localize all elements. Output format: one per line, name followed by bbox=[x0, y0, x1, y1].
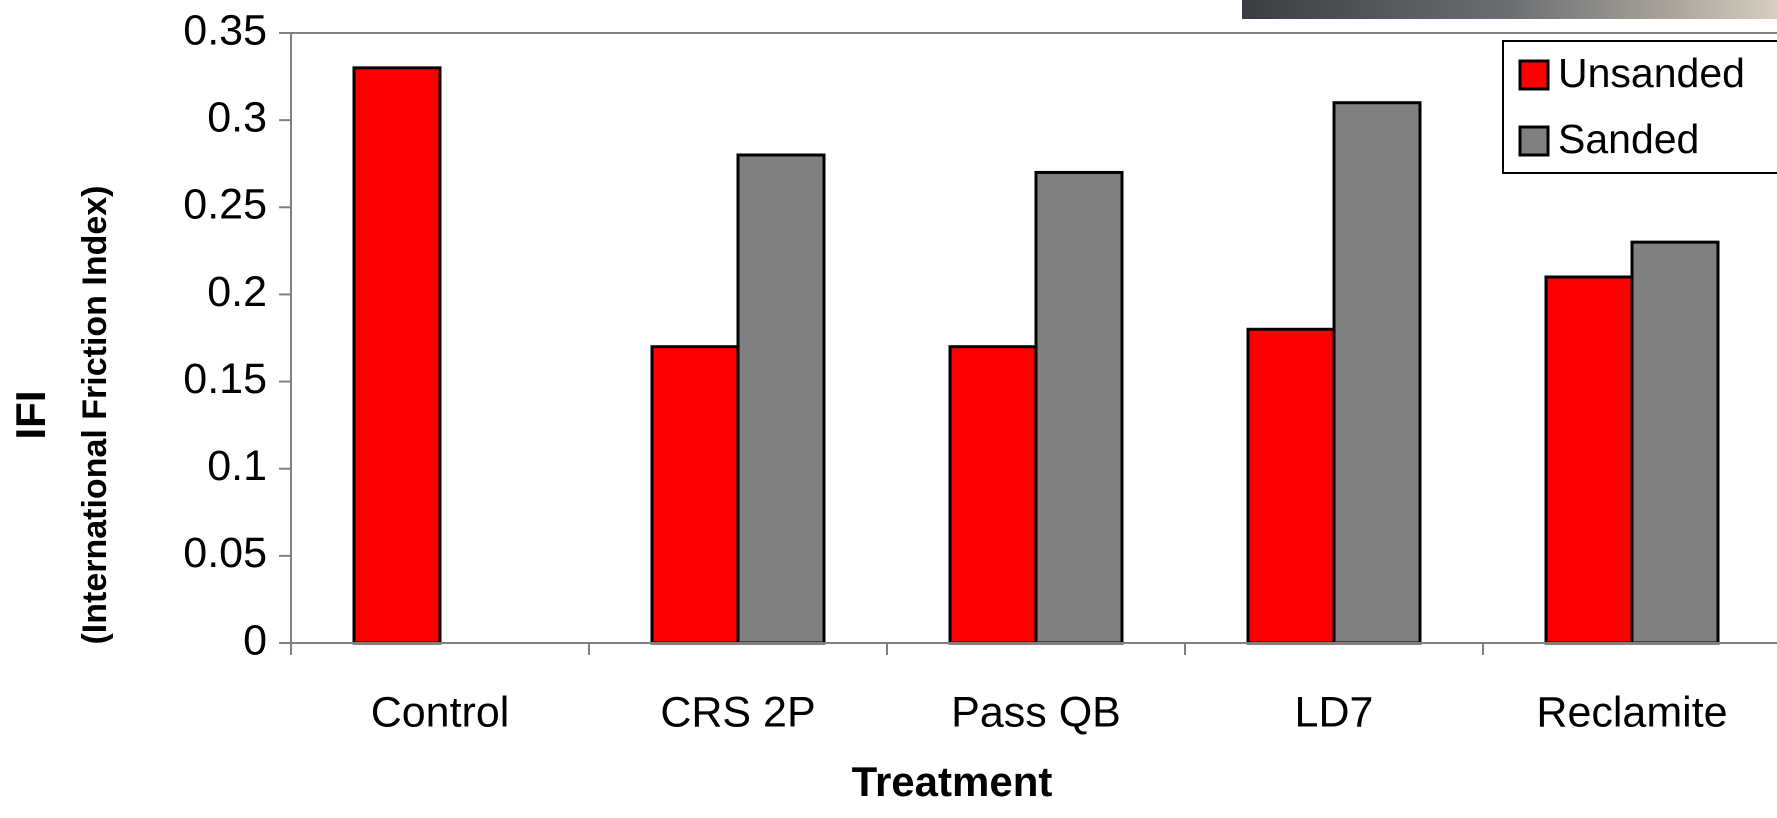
legend-label: Unsanded bbox=[1558, 50, 1745, 96]
y-axis-subtitle: (International Friction Index) bbox=[76, 185, 114, 644]
y-tick-label: 0 bbox=[243, 616, 267, 664]
bar bbox=[1632, 242, 1718, 643]
y-tick-label: 0.15 bbox=[183, 355, 267, 403]
y-tick-label: 0.1 bbox=[207, 442, 267, 490]
bar bbox=[1334, 103, 1420, 643]
y-tick-label: 0.05 bbox=[183, 529, 267, 577]
legend-swatch bbox=[1520, 127, 1548, 155]
bar bbox=[1036, 172, 1122, 643]
bar bbox=[738, 155, 824, 643]
bar bbox=[1546, 277, 1632, 643]
legend: Unsanded Sanded bbox=[1503, 41, 1777, 173]
x-tick-label: Pass QB bbox=[951, 688, 1121, 736]
y-tick-label: 0.35 bbox=[183, 6, 267, 54]
legend-label: Sanded bbox=[1558, 116, 1699, 162]
legend-swatch bbox=[1520, 61, 1548, 89]
bar bbox=[950, 347, 1036, 643]
bar bbox=[354, 68, 440, 643]
x-tick-label: Reclamite bbox=[1536, 688, 1727, 736]
y-tick-label: 0.25 bbox=[183, 181, 267, 229]
chart: Treatment IFI (International Friction In… bbox=[0, 0, 1777, 818]
x-tick-label: LD7 bbox=[1295, 688, 1374, 736]
y-tick-label: 0.3 bbox=[207, 94, 267, 142]
bar bbox=[652, 347, 738, 643]
bar bbox=[1248, 329, 1334, 643]
x-tick-label: Control bbox=[371, 688, 510, 736]
y-tick-label: 0.2 bbox=[207, 268, 267, 316]
x-tick-label: CRS 2P bbox=[660, 688, 815, 736]
x-axis-title: Treatment bbox=[852, 758, 1053, 805]
page: Treatment IFI (International Friction In… bbox=[0, 0, 1777, 818]
y-axis-title: IFI bbox=[7, 391, 54, 440]
photo-strip bbox=[1242, 0, 1777, 19]
